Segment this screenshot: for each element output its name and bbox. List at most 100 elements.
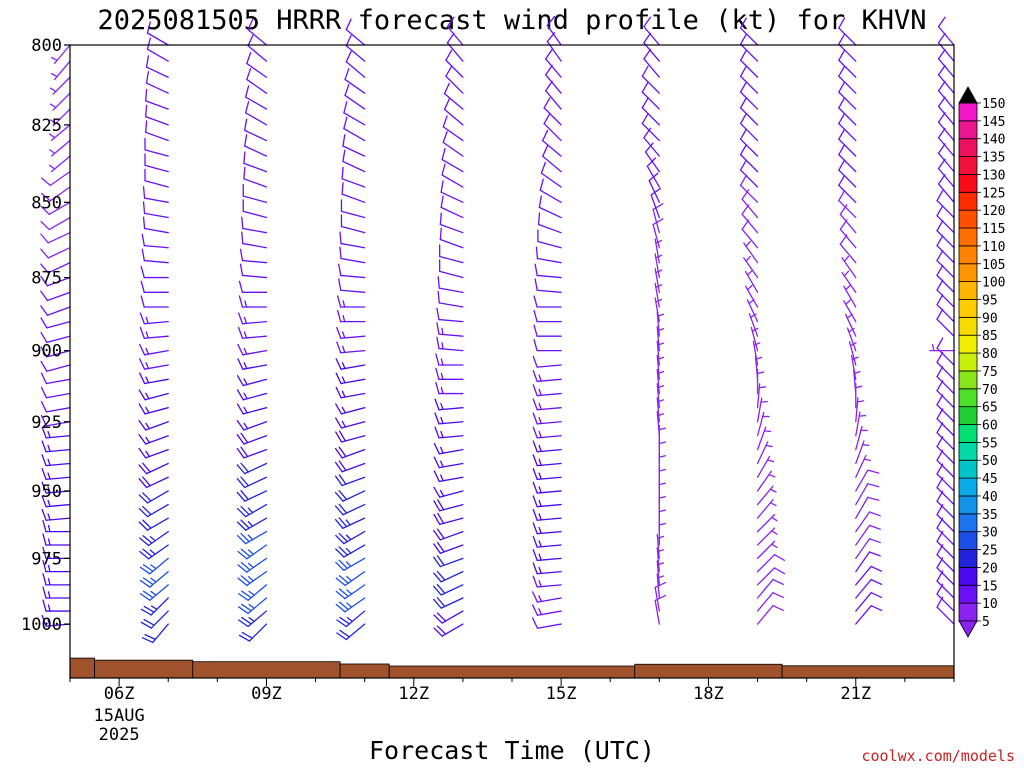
wind-barb [739,128,759,157]
barb-shaft [936,230,955,249]
wind-barb [433,442,464,455]
barb-full-flag [445,49,453,61]
barb-half-flag [538,499,542,507]
barb-half-flag [658,522,667,526]
barb-half-flag [658,468,667,472]
wind-barb [145,104,169,126]
colorbar-swatch [958,174,978,193]
wind-barb [343,101,366,126]
barb-shaft [243,178,268,188]
barb-shaft [936,259,955,279]
barb-shaft [143,227,169,234]
barb-full-flag [335,403,343,415]
barb-full-flag [433,614,443,624]
barb-full-flag [236,521,247,531]
colorbar-label: 100 [982,276,1005,291]
barb-full-flag [838,190,846,202]
barb-full-flag [435,381,440,395]
barb-half-flag [856,400,865,403]
wind-barb [142,216,169,234]
wind-barb [141,623,169,644]
barb-full-flag [338,517,348,528]
wind-barb [929,343,955,352]
barb-full-flag [237,577,248,587]
barb-full-flag [338,263,342,277]
barb-full-flag [433,456,440,469]
barb-full-flag [139,550,150,560]
barb-full-flag [236,433,245,445]
colorbar-swatch [958,263,978,283]
colorbar-label: 140 [982,133,1005,148]
barb-shaft [936,445,955,465]
wind-barb [643,48,660,78]
wind-barb [335,584,366,600]
barb-shaft [838,59,857,78]
wind-barb [139,570,169,588]
wind-barb [445,65,464,94]
wind-barb [339,231,366,249]
wind-barb [443,98,464,126]
barb-full-flag [532,508,538,521]
wind-barb [756,426,772,451]
colorbar-label: 85 [982,329,998,344]
barb-full-flag [236,534,247,545]
wind-barb [236,462,268,475]
barb-shaft [439,238,464,249]
barb-shaft [146,32,169,46]
barb-full-flag [533,324,538,337]
barb-full-flag [868,551,881,557]
barb-full-flag [140,621,152,629]
barb-half-flag [931,343,935,352]
wind-barb [436,336,464,352]
wind-barb [335,430,366,443]
barb-half-flag [538,553,542,561]
barb-shaft [539,189,562,203]
colorbar-swatch [958,120,978,140]
wind-barb [335,403,366,415]
barb-shaft [542,140,562,157]
wind-barb [40,360,71,372]
wind-barb [441,147,464,173]
barb-full-flag [345,18,352,31]
wind-barb [237,570,268,587]
barb-shaft [49,186,71,202]
barb-shaft [536,289,562,293]
wind-barb [855,605,883,625]
barb-shaft [438,318,464,323]
barb-half-flag [244,300,248,308]
wind-barb [936,279,955,308]
barb-half-flag [538,595,543,603]
wind-barb [336,326,366,339]
barb-full-flag [142,492,152,502]
wind-barb [139,326,169,339]
barb-full-flag [138,420,147,431]
wind-barb [652,218,664,249]
wind-barb [42,573,71,586]
barb-full-flag [138,464,148,475]
wind-barb [436,322,464,337]
barb-shaft [855,524,871,546]
wind-barb [42,586,71,599]
barb-half-flag [145,376,150,384]
barb-full-flag [41,481,47,494]
barb-full-flag [335,548,345,558]
barb-full-flag [867,469,880,474]
barb-half-flag [538,444,542,453]
barb-half-flag [538,486,542,494]
barb-half-flag [243,406,248,414]
barb-full-flag [936,235,944,247]
colorbar-swatch [958,334,978,354]
colorbar-swatch [958,227,978,247]
barb-full-flag [240,462,249,473]
wind-barb [41,508,71,521]
wind-barb [739,33,759,62]
barb-shaft [936,404,955,423]
wind-barb [341,182,366,203]
barb-half-flag [247,549,254,555]
barb-full-flag [237,326,244,339]
barb-half-flag [441,342,444,350]
barb-full-flag [338,460,347,471]
wind-barb [937,48,955,78]
wind-barb [439,259,464,279]
wind-barb [744,270,759,293]
